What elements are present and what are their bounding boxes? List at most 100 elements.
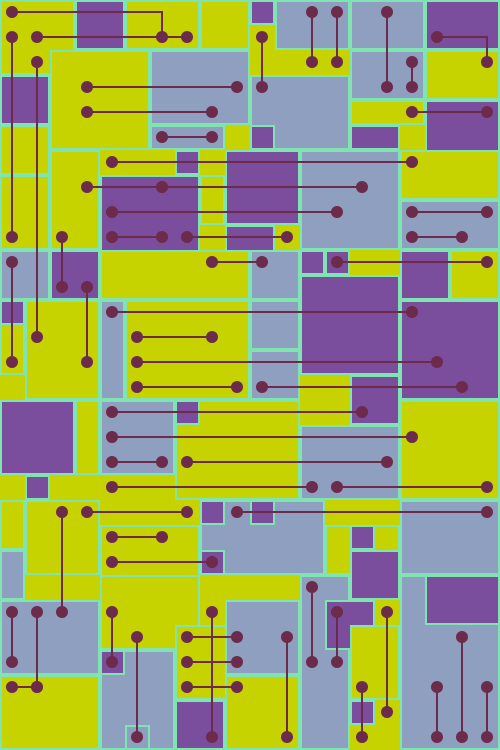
node-dot [456,381,468,393]
tile [400,250,450,300]
tile [300,250,325,275]
node-dot [256,81,268,93]
node-dot [356,681,368,693]
node-dot [181,231,193,243]
node-dot [406,106,418,118]
node-dot [231,506,243,518]
node-dot [181,31,193,43]
node-dot [206,106,218,118]
node-dot [6,6,18,18]
node-dot [231,81,243,93]
node-dot [81,281,93,293]
node-dot [106,606,118,618]
tile [175,700,225,750]
node-dot [431,31,443,43]
tile [450,250,500,300]
node-dot [31,681,43,693]
node-dot [206,331,218,343]
node-dot [356,406,368,418]
node-dot [206,256,218,268]
node-dot [106,456,118,468]
node-dot [6,606,18,618]
node-dot [81,106,93,118]
tile [0,550,25,600]
node-dot [331,256,343,268]
node-dot [306,56,318,68]
node-dot [81,81,93,93]
node-dot [106,556,118,568]
tile [100,300,125,400]
node-dot [181,681,193,693]
node-dot [156,231,168,243]
tile [350,375,400,425]
tile [125,300,250,400]
node-dot [106,656,118,668]
tile [0,125,50,175]
node-dot [106,156,118,168]
node-dot [356,181,368,193]
node-dot [131,631,143,643]
node-dot [31,56,43,68]
node-dot [181,456,193,468]
node-dot [206,131,218,143]
connector [12,11,163,37]
node-dot [156,131,168,143]
tile [200,500,225,525]
node-dot [406,81,418,93]
node-dot [6,356,18,368]
tile [250,300,300,350]
node-dot [481,106,493,118]
node-dot [106,306,118,318]
node-dot [306,481,318,493]
node-dot [331,6,343,18]
node-dot [481,256,493,268]
node-dot [6,31,18,43]
node-dot [231,656,243,668]
node-dot [456,731,468,743]
tile [25,475,50,500]
node-dot [481,56,493,68]
tile [50,250,100,300]
tile [300,150,400,250]
node-dot [56,231,68,243]
node-dot [231,631,243,643]
node-dot [481,731,493,743]
node-dot [381,706,393,718]
node-dot [106,481,118,493]
node-dot [331,481,343,493]
node-dot [156,181,168,193]
node-dot [406,306,418,318]
node-dot [381,6,393,18]
tile [300,275,400,375]
tile [250,125,275,150]
node-dot [431,356,443,368]
node-dot [381,606,393,618]
node-dot [56,281,68,293]
node-dot [331,606,343,618]
connector [437,36,488,62]
tile [400,300,500,400]
node-dot [231,381,243,393]
node-dot [56,506,68,518]
node-dot [456,631,468,643]
tile [250,0,275,25]
node-dot [206,606,218,618]
node-dot [331,656,343,668]
node-dot [131,356,143,368]
node-dot [431,731,443,743]
tile [400,400,500,500]
node-dot [256,31,268,43]
node-dot [256,381,268,393]
node-dot [131,331,143,343]
tile [75,0,125,50]
node-dot [6,656,18,668]
tile [350,550,400,600]
tile [0,500,25,550]
node-dot [81,356,93,368]
node-dot [331,206,343,218]
node-dot [31,31,43,43]
node-dot [31,606,43,618]
node-dot [131,381,143,393]
